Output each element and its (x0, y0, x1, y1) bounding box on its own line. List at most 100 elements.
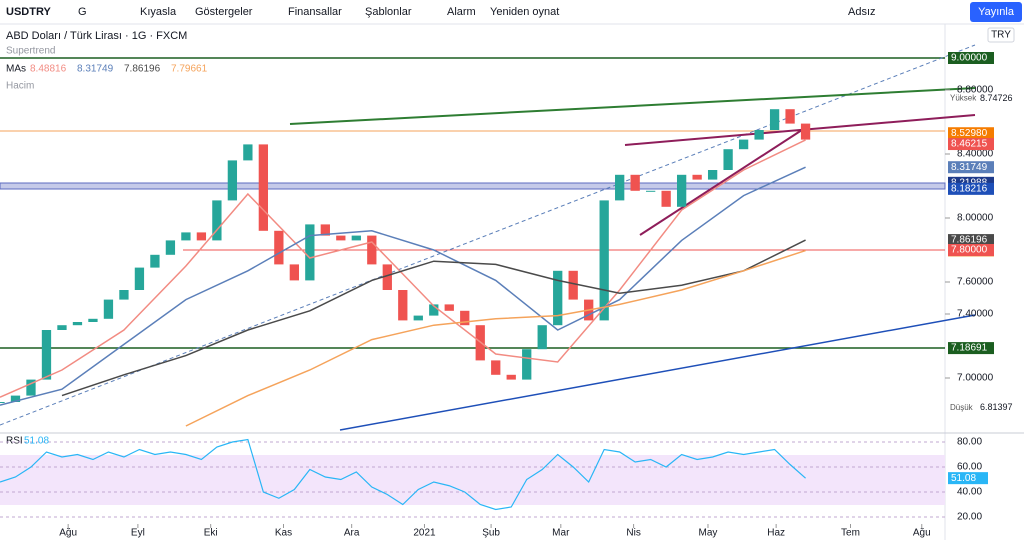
candle (289, 264, 299, 281)
toolbar-item[interactable]: Kıyasla (140, 6, 177, 18)
candle (305, 224, 315, 281)
candle (599, 200, 609, 321)
candle (181, 232, 191, 241)
candle (212, 200, 222, 241)
symbol[interactable]: USDTRY (6, 6, 51, 18)
price-badge-label: 7.86196 (951, 235, 988, 246)
candle (429, 304, 439, 316)
ma-legend-value: 7.79661 (171, 64, 208, 75)
candle (568, 270, 578, 300)
extreme-name: Yüksek (950, 94, 977, 103)
candle (57, 325, 67, 330)
candle (274, 230, 284, 265)
ma-legend-value: 8.31749 (77, 64, 114, 75)
currency[interactable]: TRY (991, 30, 1011, 41)
rsi-band (0, 455, 945, 505)
candle (227, 160, 238, 201)
rsi-tick-label: 20.00 (957, 512, 982, 523)
candle (754, 130, 764, 140)
x-tick-label: Eki (204, 528, 218, 539)
rsi-legend-value: 51.08 (24, 436, 49, 447)
candle (10, 395, 21, 402)
price-badge-label: 8.46215 (951, 139, 988, 150)
toolbar-item[interactable]: Finansallar (288, 6, 342, 18)
toolbar-item[interactable]: Göstergeler (195, 6, 253, 18)
candle (134, 267, 145, 290)
publish-label[interactable]: Yayınla (978, 6, 1015, 18)
candle (398, 290, 408, 321)
chart-title: ABD Doları / Türk Lirası · 1G · FXCM (6, 30, 187, 42)
price-badge (948, 161, 994, 174)
layout-name[interactable]: Adsız (848, 6, 876, 18)
candle (0, 402, 5, 403)
y-tick-label: 8.40000 (957, 149, 994, 160)
y-tick-label: 8.80000 (957, 85, 994, 96)
x-tick-label: Ara (344, 528, 360, 539)
candle (522, 349, 532, 380)
candle (320, 224, 330, 236)
candle (738, 139, 749, 150)
x-tick-label: Şub (482, 528, 500, 539)
candle (41, 330, 52, 380)
rsi-line (0, 438, 806, 511)
candle (506, 374, 516, 380)
candle (491, 360, 501, 375)
x-tick-label: Kas (275, 528, 292, 539)
candle (165, 240, 176, 255)
candle (258, 144, 269, 231)
price-badge (948, 127, 994, 140)
candle (444, 304, 454, 311)
mas-label[interactable]: MAs (6, 64, 26, 75)
ma-line (61, 239, 806, 397)
y-tick-label: 7.40000 (957, 309, 994, 320)
candle (103, 299, 114, 319)
rsi-badge (948, 472, 988, 485)
toolbar-item[interactable]: Yeniden oynat (490, 6, 559, 18)
toolbar-item[interactable]: Alarm (447, 6, 476, 18)
rsi-tick-label: 80.00 (957, 437, 982, 448)
candle (769, 109, 780, 130)
candle (119, 290, 129, 300)
extreme-value: 8.74726 (980, 93, 1013, 103)
candle (676, 174, 687, 207)
ma-legend-value: 7.86196 (124, 64, 161, 75)
price-badge-label: 7.18691 (951, 343, 988, 354)
candle (413, 315, 423, 321)
candle (800, 123, 811, 140)
candle (707, 170, 718, 180)
x-tick-label: May (699, 528, 718, 539)
ma-line (185, 249, 806, 427)
y-tick-label: 7.60000 (957, 277, 994, 288)
price-badge-label: 8.31749 (951, 162, 988, 173)
interval[interactable]: G (78, 6, 87, 18)
toolbar-item[interactable]: Şablonlar (365, 6, 412, 18)
x-tick-label: Eyl (131, 528, 145, 539)
candle (785, 109, 795, 124)
candle (72, 322, 83, 326)
price-badge-label: 8.52980 (951, 128, 988, 139)
rsi-tick-label: 40.00 (957, 487, 982, 498)
candle (367, 235, 377, 265)
price-badge (948, 234, 994, 247)
candle (630, 174, 640, 191)
x-tick-label: Nis (626, 528, 640, 539)
extreme-name: Düşük (950, 403, 974, 412)
price-badge-label: 7.80000 (951, 245, 988, 256)
candle (553, 270, 563, 326)
candle (351, 235, 361, 241)
candle (150, 254, 160, 268)
x-tick-label: Haz (767, 528, 785, 539)
price-badge (948, 52, 994, 64)
price-badge-label: 9.00000 (951, 53, 988, 64)
supertrend[interactable]: Supertrend (6, 46, 55, 57)
price-badge (948, 138, 994, 151)
candle (692, 174, 702, 180)
rsi-badge-label: 51.08 (951, 473, 976, 484)
volume-label[interactable]: Hacim (6, 81, 34, 92)
y-tick-label: 8.00000 (957, 213, 994, 224)
ma-line (0, 139, 806, 398)
candle (646, 190, 656, 192)
publish-button[interactable] (970, 2, 1022, 22)
candle (723, 149, 733, 170)
candle (382, 264, 392, 290)
